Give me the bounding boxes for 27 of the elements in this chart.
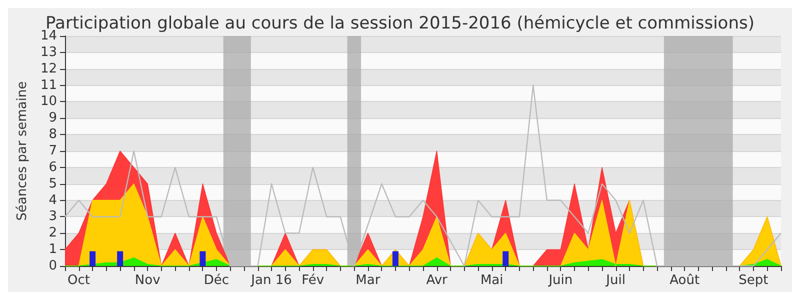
y-tick-label: 3 [48, 209, 57, 224]
x-tick-label: Juin [548, 273, 573, 288]
y-tick-label: 2 [48, 226, 57, 241]
y-tick-label: 1 [48, 242, 57, 258]
x-tick-label: Oct [68, 273, 90, 288]
y-tick-label: 9 [48, 110, 57, 126]
y-tick-label: 0 [48, 258, 57, 274]
x-tick-label: Sept [738, 273, 768, 288]
y-axis-title: Séances par semaine [15, 81, 30, 221]
x-tick-label: Nov [134, 273, 161, 288]
y-tick-label: 5 [48, 176, 57, 192]
y-tick-label: 8 [48, 127, 57, 142]
x-tick-label: Mai [480, 273, 504, 288]
x-tick-label: Jan 16 [250, 273, 292, 288]
y-tick-label: 4 [48, 192, 57, 208]
y-tick-label: 7 [48, 144, 57, 158]
x-tick-label: Déc [204, 273, 230, 288]
y-tick-label: 10 [40, 94, 57, 110]
y-tick-label: 11 [40, 78, 57, 93]
x-tick-label: Juil [605, 273, 626, 288]
x-tick-label: Mar [356, 273, 381, 288]
x-tick-label: Fév [302, 273, 324, 288]
y-tick-label: 6 [48, 160, 57, 175]
x-tick-label: Avr [426, 273, 448, 288]
y-tick-label: 13 [40, 44, 57, 60]
y-tick-label: 12 [40, 61, 57, 76]
x-tick-label: Août [670, 273, 700, 288]
